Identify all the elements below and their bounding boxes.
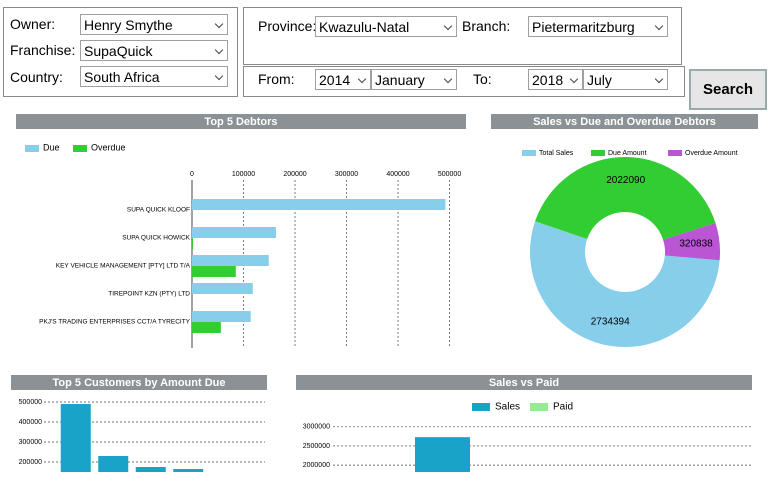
- data-label: 2734394: [591, 317, 630, 328]
- y-tick-label: 300000: [19, 439, 42, 446]
- owner-select[interactable]: Henry Smythe: [80, 14, 228, 35]
- to-year-select[interactable]: 2018: [528, 69, 583, 90]
- legend-swatch: [668, 150, 682, 156]
- y-tick-label: SUPA QUICK KLOOF: [127, 207, 190, 214]
- to-label: To:: [473, 71, 492, 87]
- search-button[interactable]: Search: [689, 69, 767, 110]
- donut-slice: [535, 157, 716, 240]
- legend-label: Sales: [495, 402, 520, 413]
- bar: [192, 227, 276, 238]
- chart-title: Sales vs Paid: [489, 377, 559, 389]
- x-tick-label: 100000: [232, 171, 255, 178]
- chart-title: Sales vs Due and Overdue Debtors: [533, 116, 716, 128]
- chart-header: [491, 114, 758, 129]
- chart-header: [296, 375, 752, 390]
- legend-label: Overdue Amount: [685, 150, 738, 157]
- bar: [173, 469, 204, 472]
- from-label: From:: [258, 71, 295, 87]
- branch-label: Branch:: [462, 18, 511, 34]
- to-month-select[interactable]: July: [583, 69, 668, 90]
- owner-label: Owner:: [10, 16, 56, 32]
- chart-header: [16, 114, 466, 129]
- bar: [98, 456, 129, 472]
- chart-header: [11, 375, 267, 390]
- from-year-select[interactable]: 2014: [315, 69, 371, 90]
- legend-label: Paid: [553, 402, 573, 413]
- y-tick-label: 400000: [19, 419, 42, 426]
- bar: [192, 199, 446, 210]
- franchise-select[interactable]: SupaQuick: [80, 40, 228, 61]
- province-select[interactable]: Kwazulu-Natal: [315, 16, 457, 37]
- bar: [415, 437, 470, 472]
- x-tick-label: 0: [190, 171, 194, 178]
- franchise-label: Franchise:: [10, 42, 76, 58]
- y-tick-label: 500000: [19, 399, 42, 406]
- legend-swatch: [591, 150, 605, 156]
- y-tick-label: 2500000: [303, 443, 330, 450]
- donut-slice: [530, 221, 720, 348]
- bar: [192, 322, 221, 333]
- legend-swatch: [25, 145, 39, 152]
- x-tick-label: 500000: [438, 171, 461, 178]
- country-select[interactable]: South Africa: [80, 66, 228, 87]
- bar: [192, 255, 269, 266]
- legend-label: Due: [43, 142, 60, 152]
- data-label: 2022090: [606, 175, 645, 186]
- x-tick-label: 300000: [335, 171, 358, 178]
- bar: [192, 266, 236, 277]
- legend-label: Overdue: [91, 142, 126, 152]
- bar: [192, 311, 251, 322]
- y-tick-label: 3000000: [303, 424, 330, 431]
- branch-select[interactable]: Pietermaritzburg: [528, 16, 668, 37]
- country-label: Country:: [10, 69, 63, 85]
- legend-swatch: [522, 150, 536, 156]
- province-label: Province:: [258, 18, 317, 34]
- bar: [135, 467, 166, 472]
- legend-label: Due Amount: [608, 150, 647, 157]
- y-tick-label: TIREPOINT KZN (PTY) LTD: [108, 291, 190, 298]
- legend-label: Total Sales: [539, 150, 574, 157]
- legend-swatch: [472, 403, 490, 411]
- chart-title: Top 5 Debtors: [204, 116, 277, 128]
- bar: [60, 404, 91, 472]
- donut-slice: [663, 223, 720, 261]
- bar: [192, 238, 194, 249]
- y-tick-label: 200000: [19, 459, 42, 466]
- x-tick-label: 400000: [386, 171, 409, 178]
- y-tick-label: SUPA QUICK HOWICK: [122, 235, 190, 242]
- legend-swatch: [530, 403, 548, 411]
- y-tick-label: KEY VEHICLE MANAGEMENT [PTY] LTD T/A: [56, 263, 191, 270]
- data-label: 320838: [679, 239, 713, 250]
- y-tick-label: PKJ'S TRADING ENTERPRISES CCT/A TYRECITY: [39, 319, 191, 326]
- chart-title: Top 5 Customers by Amount Due: [53, 377, 226, 389]
- legend-swatch: [73, 145, 87, 152]
- y-tick-label: 2000000: [303, 462, 330, 469]
- bar: [192, 283, 253, 294]
- from-month-select[interactable]: January: [371, 69, 457, 90]
- x-tick-label: 200000: [283, 171, 306, 178]
